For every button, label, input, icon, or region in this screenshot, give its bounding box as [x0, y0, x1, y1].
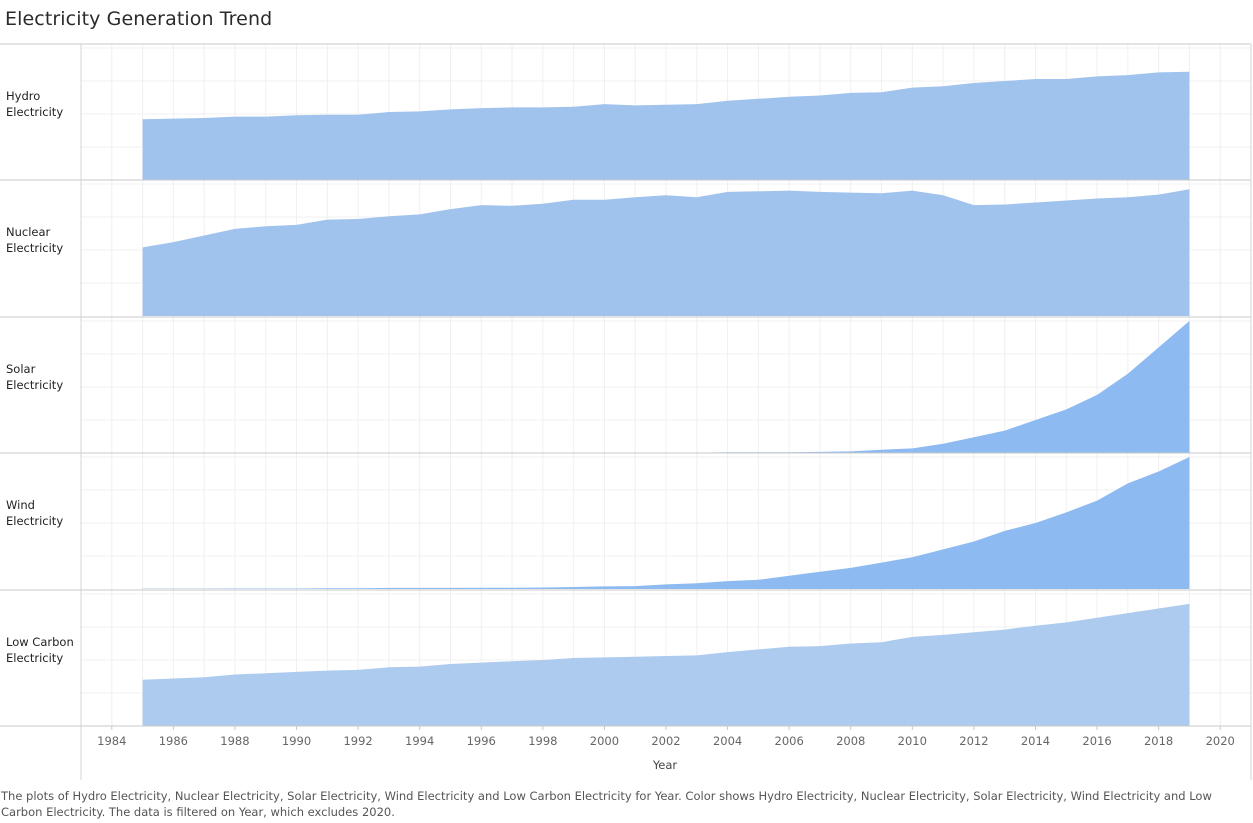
row-label-low-carbon-electricity-0: Low Carbon — [6, 635, 74, 649]
chart-caption: The plots of Hydro Electricity, Nuclear … — [1, 789, 1212, 819]
x-axis-title: Year — [652, 758, 678, 772]
x-tick-label: 2008 — [836, 734, 865, 748]
x-tick-label: 2004 — [713, 734, 742, 748]
row-label-wind-electricity-0: Wind — [6, 498, 35, 512]
x-tick-label: 1984 — [97, 734, 126, 748]
x-tick-label: 1994 — [405, 734, 434, 748]
x-tick-label: 2000 — [590, 734, 619, 748]
area-wind-electricity — [142, 457, 1190, 589]
frame-layer — [0, 43, 1252, 780]
x-tick-label: 2016 — [1082, 734, 1111, 748]
area-layer — [142, 71, 1190, 726]
row-label-low-carbon-electricity-1: Electricity — [6, 651, 63, 665]
row-label-solar-electricity-0: Solar — [6, 362, 36, 376]
row-label-wind-electricity-1: Electricity — [6, 514, 63, 528]
x-tick-label: 2014 — [1021, 734, 1050, 748]
row-label-nuclear-electricity-0: Nuclear — [6, 225, 51, 239]
chart-title: Electricity Generation Trend — [5, 8, 273, 30]
area-solar-electricity — [142, 321, 1190, 453]
area-nuclear-electricity — [142, 189, 1190, 316]
x-tick-label: 2018 — [1144, 734, 1173, 748]
row-label-hydro-electricity-1: Electricity — [6, 105, 63, 119]
x-tick-label: 1998 — [528, 734, 557, 748]
x-tick-label: 1996 — [467, 734, 496, 748]
area-chart: Hydro Electricity Nuclear Electricity Solar E… — [0, 43, 1252, 780]
x-tick-label: 1986 — [159, 734, 188, 748]
label-layer: Hydro Electricity Nuclear Electricity Solar E… — [6, 89, 74, 665]
x-tick-label: 2020 — [1206, 734, 1235, 748]
x-tick-label: 1990 — [282, 734, 311, 748]
x-tick-label: 2006 — [775, 734, 804, 748]
area-hydro-electricity — [142, 71, 1190, 180]
x-tick-label: 2010 — [898, 734, 927, 748]
row-label-solar-electricity-1: Electricity — [6, 378, 63, 392]
row-label-hydro-electricity-0: Hydro — [6, 89, 40, 103]
area-low-carbon-electricity — [142, 603, 1190, 726]
x-tick-label: 2002 — [651, 734, 680, 748]
x-tick-label: 1988 — [220, 734, 249, 748]
x-tick-label: 1992 — [343, 734, 372, 748]
x-tick-label: 2012 — [959, 734, 988, 748]
axis-layer: 1984 1986 1988 1990 1992 1994 1996 1998 2000 2002… — [97, 726, 1235, 772]
row-label-nuclear-electricity-1: Electricity — [6, 241, 63, 255]
